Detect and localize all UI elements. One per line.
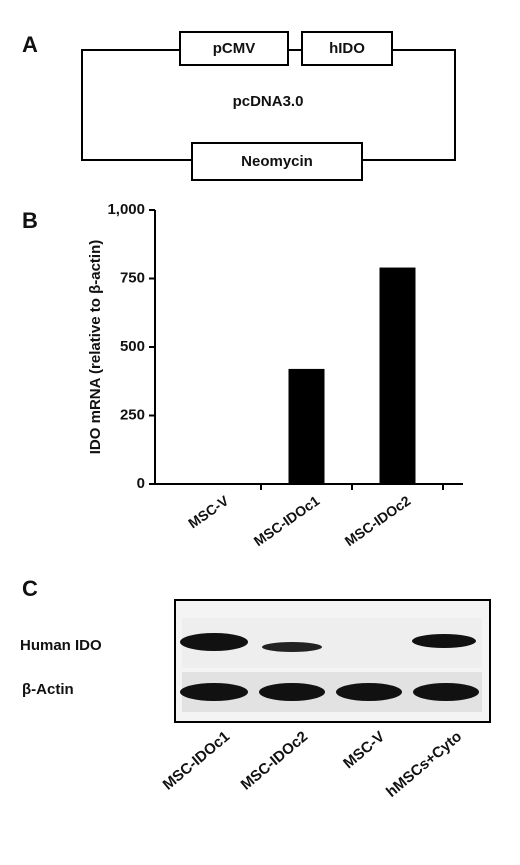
marker-label: Neomycin: [241, 153, 313, 170]
y-tick-label: 750: [120, 269, 145, 286]
marker-box: [191, 142, 363, 181]
bar: [379, 267, 416, 484]
y-tick-label: 0: [137, 475, 145, 492]
band: [262, 642, 322, 652]
band: [412, 634, 476, 648]
row-label: β-Actin: [22, 681, 74, 698]
gene-label: hIDO: [329, 40, 365, 57]
band: [180, 633, 248, 651]
band: [180, 683, 248, 701]
bar: [288, 368, 325, 484]
y-tick-label: 250: [120, 406, 145, 423]
panel-label: B: [22, 208, 38, 233]
promoter-box: [179, 31, 289, 66]
y-axis-title: IDO mRNA (relative to β-actin): [87, 240, 104, 454]
panel-label: A: [22, 32, 38, 57]
y-tick-label: 500: [120, 338, 145, 355]
band: [336, 683, 402, 701]
vector-label: pcDNA3.0: [233, 93, 304, 110]
gene-box: [301, 31, 393, 66]
promoter-label: pCMV: [213, 40, 256, 57]
band: [259, 683, 325, 701]
panel-label: C: [22, 576, 38, 601]
row-label: Human IDO: [20, 637, 102, 654]
y-tick-label: 1,000: [107, 201, 145, 218]
band: [413, 683, 479, 701]
